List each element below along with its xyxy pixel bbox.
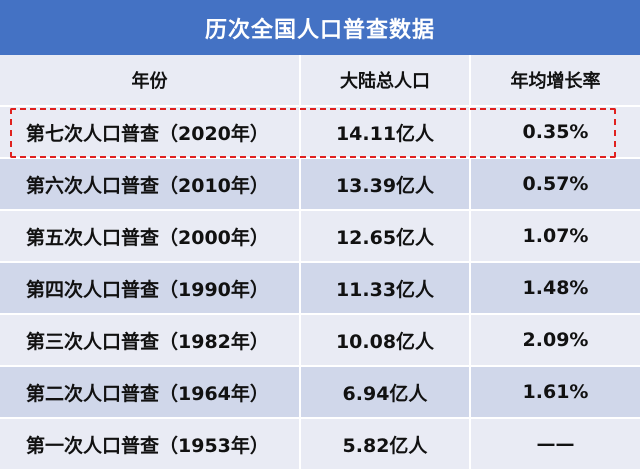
growth-value: 0.35% (470, 106, 640, 159)
header-growth: 年均增长率 (470, 55, 640, 107)
population-value: 6.94亿人 (300, 366, 471, 419)
census-name: 第六次人口普查（2010年） (0, 158, 301, 211)
table-row: 第七次人口普查（2020年） 14.11亿人 0.35% (0, 106, 640, 159)
population-value: 12.65亿人 (300, 210, 471, 263)
growth-value: 2.09% (470, 314, 640, 367)
population-value: 13.39亿人 (300, 158, 471, 211)
census-name: 第三次人口普查（1982年） (0, 314, 301, 367)
table-row: 第二次人口普查（1964年） 6.94亿人 1.61% (0, 366, 640, 419)
table-row: 第一次人口普查（1953年） 5.82亿人 —— (0, 418, 640, 471)
table-row: 第三次人口普查（1982年） 10.08亿人 2.09% (0, 314, 640, 367)
census-name: 第四次人口普查（1990年） (0, 262, 301, 315)
growth-value: 0.57% (470, 158, 640, 211)
growth-value: 1.07% (470, 210, 640, 263)
header-year: 年份 (0, 55, 301, 107)
growth-value: 1.48% (470, 262, 640, 315)
census-name: 第七次人口普查（2020年） (0, 106, 301, 159)
table-title: 历次全国人口普查数据 (0, 0, 640, 55)
census-name: 第二次人口普查（1964年） (0, 366, 301, 419)
table-row: 第五次人口普查（2000年） 12.65亿人 1.07% (0, 210, 640, 263)
census-name: 第五次人口普查（2000年） (0, 210, 301, 263)
population-value: 11.33亿人 (300, 262, 471, 315)
table-row: 第四次人口普查（1990年） 11.33亿人 1.48% (0, 262, 640, 315)
population-value: 10.08亿人 (300, 314, 471, 367)
census-table: 年份 大陆总人口 年均增长率 第七次人口普查（2020年） 14.11亿人 0.… (0, 55, 640, 471)
population-value: 5.82亿人 (300, 418, 471, 471)
census-name: 第一次人口普查（1953年） (0, 418, 301, 471)
header-population: 大陆总人口 (300, 55, 471, 107)
table-row: 第六次人口普查（2010年） 13.39亿人 0.57% (0, 158, 640, 211)
growth-value: 1.61% (470, 366, 640, 419)
growth-value: —— (470, 418, 640, 471)
population-value: 14.11亿人 (300, 106, 471, 159)
header-row: 年份 大陆总人口 年均增长率 (0, 55, 640, 107)
